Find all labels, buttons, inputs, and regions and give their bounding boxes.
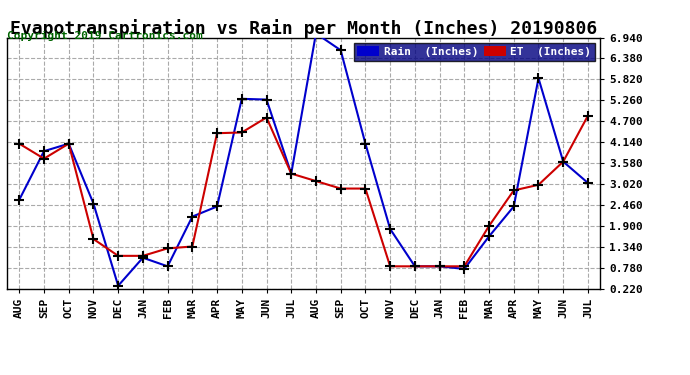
Title: Evapotranspiration vs Rain per Month (Inches) 20190806: Evapotranspiration vs Rain per Month (In… (10, 18, 598, 38)
Legend: Rain  (Inches), ET  (Inches): Rain (Inches), ET (Inches) (354, 43, 595, 60)
Text: Copyright 2019 Cartronics.com: Copyright 2019 Cartronics.com (7, 32, 203, 41)
